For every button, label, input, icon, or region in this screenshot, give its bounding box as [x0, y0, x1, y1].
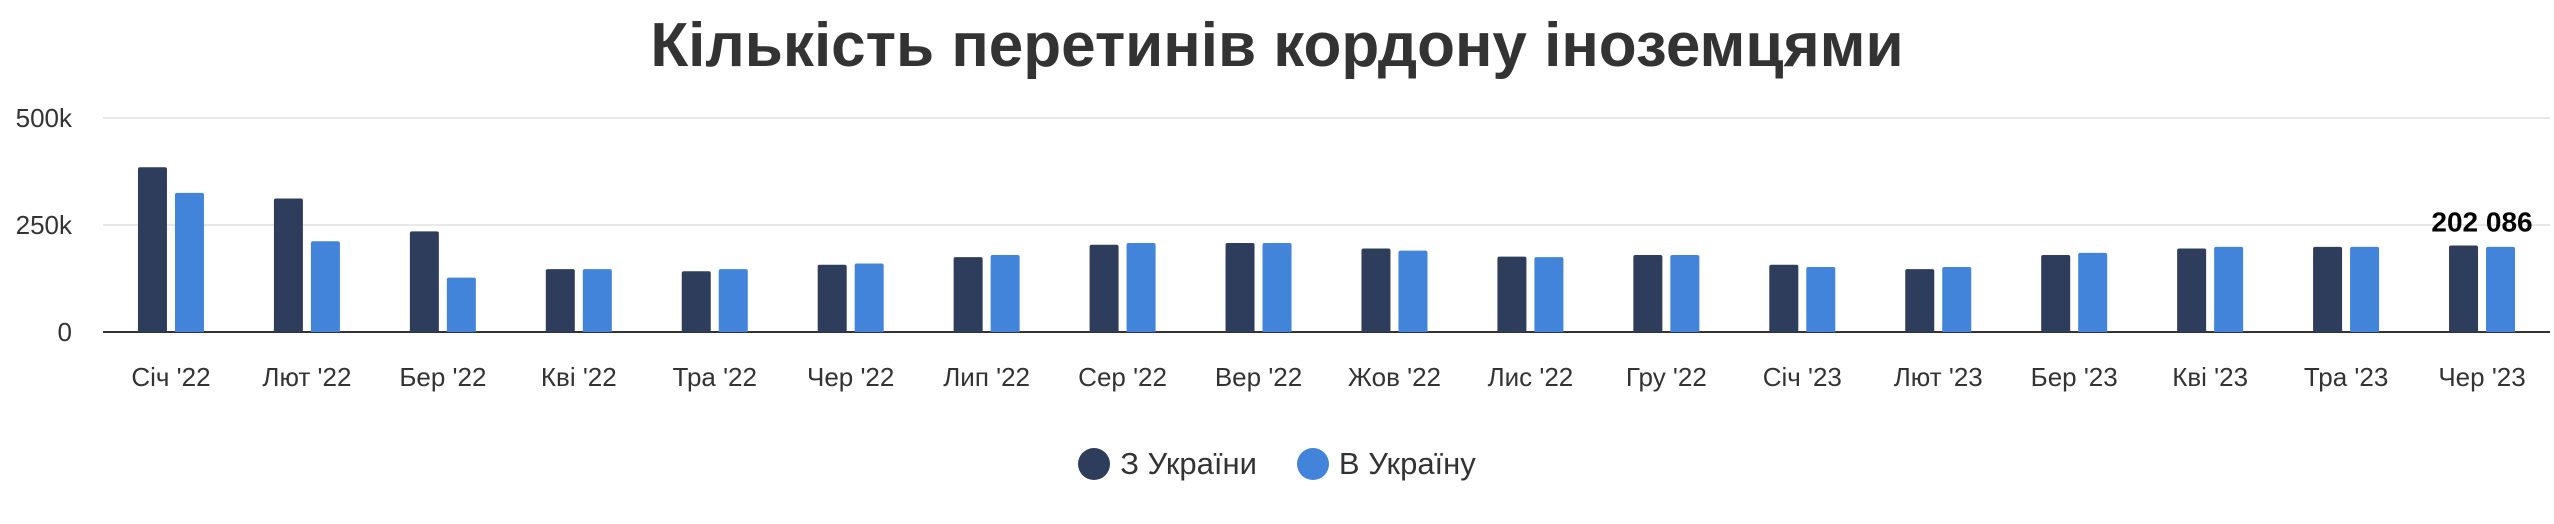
y-tick-label: 0	[58, 317, 72, 347]
bar-from-ukraine	[1361, 248, 1391, 332]
bar-to-ukraine	[2214, 246, 2244, 332]
x-tick-label: Тра '23	[2304, 362, 2388, 392]
x-tick-label: Чер '23	[2438, 362, 2525, 392]
bar-from-ukraine	[1633, 254, 1663, 332]
x-tick-label: Лют '22	[262, 362, 351, 392]
bar-from-ukraine	[1089, 244, 1119, 332]
bar-to-ukraine	[2078, 252, 2108, 332]
bar-from-ukraine	[2177, 248, 2207, 332]
legend-label: З України	[1120, 446, 1257, 481]
y-tick-label: 500k	[16, 103, 73, 133]
bar-to-ukraine	[174, 192, 204, 332]
bar-from-ukraine	[409, 231, 439, 332]
legend-item[interactable]: З України	[1078, 446, 1257, 482]
x-tick-label: Січ '22	[131, 362, 210, 392]
x-tick-label: Бер '23	[2031, 362, 2118, 392]
bar-to-ukraine	[1126, 242, 1156, 332]
x-tick-label: Гру '22	[1626, 362, 1707, 392]
y-axis: 0 250k 500k	[16, 103, 73, 347]
bar-from-ukraine	[545, 269, 575, 332]
bar-to-ukraine	[1942, 266, 1972, 332]
legend: З України В Україну	[0, 446, 2554, 482]
bar-from-ukraine	[817, 264, 847, 332]
x-tick-label: Лют '23	[1894, 362, 1983, 392]
bar-from-ukraine	[681, 271, 711, 332]
bar-chart: 0 250k 500k Січ '22 Лют '22 Бер '22 Кві '22 Тр…	[16, 103, 2550, 392]
bars	[137, 167, 2516, 332]
bar-to-ukraine	[1670, 254, 1700, 332]
bar-from-ukraine	[273, 198, 303, 332]
data-label: 202 086	[2431, 207, 2532, 238]
bar-to-ukraine	[446, 277, 476, 332]
bar-to-ukraine	[2350, 246, 2380, 332]
x-tick-label: Жов '22	[1348, 362, 1441, 392]
x-tick-label: Вер '22	[1215, 362, 1302, 392]
x-tick-label: Лис '22	[1488, 362, 1574, 392]
x-tick-label: Сер '22	[1078, 362, 1167, 392]
bar-from-ukraine	[1225, 242, 1255, 332]
legend-label: В Україну	[1338, 446, 1476, 481]
bar-from-ukraine	[2313, 246, 2343, 332]
legend-swatch	[1078, 448, 1111, 480]
bar-to-ukraine	[1806, 266, 1836, 332]
bar-to-ukraine	[1262, 242, 1292, 332]
bar-to-ukraine	[310, 241, 340, 332]
legend-item[interactable]: В Україну	[1296, 446, 1476, 482]
x-tick-label: Лип '22	[943, 362, 1030, 392]
bar-from-ukraine	[2041, 254, 2071, 332]
bar-from-ukraine	[2449, 245, 2479, 332]
bar-from-ukraine	[1905, 269, 1935, 332]
bar-from-ukraine	[953, 257, 983, 332]
bar-to-ukraine	[990, 254, 1020, 332]
x-axis: Січ '22 Лют '22 Бер '22 Кві '22 Тра '22 Чер '…	[131, 362, 2525, 392]
x-tick-label: Чер '22	[807, 362, 894, 392]
chart-title: Кількість перетинів кордону іноземцями	[650, 11, 1904, 80]
bar-to-ukraine	[582, 269, 612, 332]
legend-swatch	[1296, 448, 1329, 480]
bar-to-ukraine	[854, 263, 884, 332]
x-tick-label: Кві '23	[2172, 362, 2248, 392]
data-labels: 202 086	[2431, 207, 2532, 238]
x-tick-label: Кві '22	[541, 362, 617, 392]
x-tick-label: Тра '22	[673, 362, 757, 392]
bar-to-ukraine	[718, 269, 748, 332]
bar-to-ukraine	[1534, 257, 1564, 332]
bar-from-ukraine	[1497, 256, 1527, 332]
grid-lines	[103, 117, 2550, 333]
bar-from-ukraine	[137, 167, 167, 332]
x-tick-label: Бер '22	[399, 362, 486, 392]
x-tick-label: Січ '23	[1763, 362, 1842, 392]
y-tick-label: 250k	[16, 210, 73, 240]
bar-to-ukraine	[1398, 250, 1428, 332]
bar-from-ukraine	[1769, 264, 1799, 332]
bar-to-ukraine	[2486, 246, 2516, 332]
